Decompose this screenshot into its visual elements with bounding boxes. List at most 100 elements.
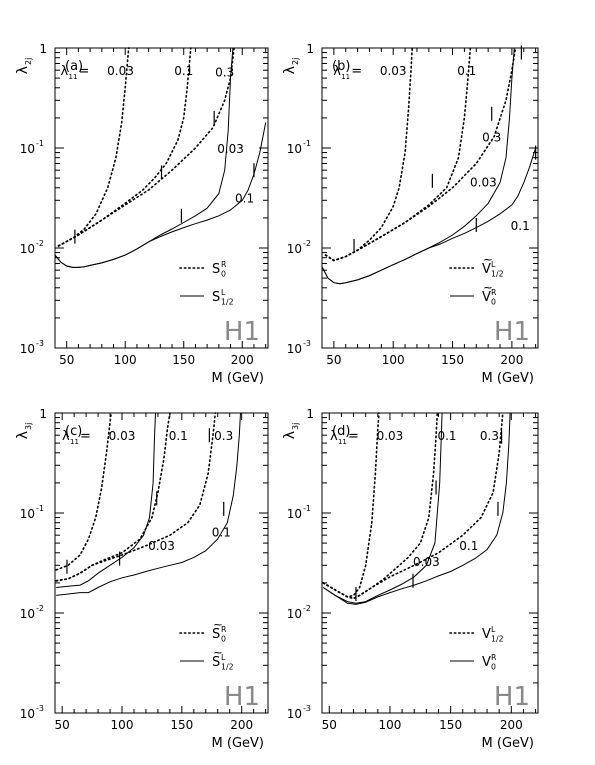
legend-label: S L1/2 xyxy=(212,288,234,306)
legend-label: S~L1/2 xyxy=(212,646,234,672)
x-tick-label: 100 xyxy=(379,718,402,732)
curve-dotted-0.03 xyxy=(322,412,380,598)
legend-label-sub: 1/2 xyxy=(221,662,234,671)
y-axis-label: λ2j xyxy=(282,58,300,75)
legend-label-main: S xyxy=(212,262,220,277)
y-axis-label-main: λ xyxy=(282,66,298,74)
y-tick-exponent: -2 xyxy=(303,239,311,248)
y-tick-exponent: -3 xyxy=(36,339,44,348)
curve-label: 0.03 xyxy=(148,539,175,553)
lambda11-symbol: λ xyxy=(61,64,69,79)
y-tick-exponent: -3 xyxy=(303,339,311,348)
curve-solid-0.1 xyxy=(321,147,537,285)
legend-label-sup: R xyxy=(221,625,227,634)
curve-solid-0.1 xyxy=(322,412,511,605)
legend-label-sup: R xyxy=(491,653,497,662)
curve-dotted-0.3 xyxy=(324,47,517,262)
legend-label-sub: 1/2 xyxy=(491,269,504,278)
h1-watermark: H1 xyxy=(494,317,530,347)
lambda11-sub: 11 xyxy=(69,73,78,81)
y-tick-label: 10 xyxy=(287,342,302,356)
x-tick-label: 150 xyxy=(172,353,195,367)
y-tick-label: 10 xyxy=(20,607,35,621)
legend-label-tilde: ~ xyxy=(483,281,493,295)
y-tick-exponent: -1 xyxy=(303,504,311,513)
curve-label: 0.3 xyxy=(215,66,234,80)
curve-label: 0.03 xyxy=(413,555,440,569)
lambda11-sub: 11 xyxy=(338,438,347,446)
y-tick-exponent: -2 xyxy=(36,239,44,248)
legend-label-sup: L xyxy=(221,653,226,662)
legend-label-sub: 0 xyxy=(491,662,496,671)
y-tick-exponent: -3 xyxy=(303,704,311,713)
x-tick-label: 150 xyxy=(170,718,193,732)
curve-label: 0.3 xyxy=(214,429,233,443)
x-tick-label: 100 xyxy=(114,353,137,367)
legend-label: S~R0 xyxy=(212,618,227,644)
lambda11-eq: = xyxy=(348,429,359,444)
y-axis-label: λ3j xyxy=(15,423,33,440)
legend-label-tilde: ~ xyxy=(213,618,223,632)
x-tick-label: 200 xyxy=(500,353,523,367)
y-tick-label: 1 xyxy=(39,407,47,421)
y-axis-label-main: λ xyxy=(15,431,31,439)
legend-label-main: V xyxy=(482,262,491,277)
y-tick-label: 10 xyxy=(287,607,302,621)
y-tick-label: 1 xyxy=(39,42,47,56)
y-tick-exponent: -1 xyxy=(36,139,44,148)
y-tick-exponent: -1 xyxy=(303,139,311,148)
y-tick-label: 10 xyxy=(287,707,302,721)
x-tick-label: 50 xyxy=(55,718,70,732)
y-tick-exponent: -3 xyxy=(36,704,44,713)
curve-label: 0.03 xyxy=(377,429,404,443)
x-tick-label: 150 xyxy=(441,353,464,367)
curve-label: 0.03 xyxy=(470,176,497,190)
curve-solid-0.03 xyxy=(56,412,156,588)
x-tick-label: 50 xyxy=(326,353,341,367)
legend-label-tilde: ~ xyxy=(213,646,223,660)
curve-dotted-0.1 xyxy=(322,412,439,600)
panel-label: (c) xyxy=(65,424,82,439)
curve-label: 0.1 xyxy=(459,539,478,553)
y-tick-label: 10 xyxy=(20,707,35,721)
curve-solid-0.03 xyxy=(321,47,515,285)
legend-label-tilde: ~ xyxy=(483,253,493,267)
legend-label-main: S xyxy=(212,290,220,305)
legend-label: V~L1/2 xyxy=(482,253,504,279)
y-axis-label-main: λ xyxy=(15,66,31,74)
y-tick-label: 10 xyxy=(20,142,35,156)
y-tick-label: 10 xyxy=(287,142,302,156)
lambda11-symbol: λ xyxy=(62,429,70,444)
y-tick-exponent: -1 xyxy=(36,504,44,513)
plot-frame xyxy=(321,47,539,349)
legend-label-main: S xyxy=(212,655,220,670)
curve-label: 0.03 xyxy=(217,142,244,156)
plot-frame xyxy=(321,412,539,714)
curve-dotted-0.3 xyxy=(322,412,504,600)
legend-label-sub: 0 xyxy=(491,297,496,306)
lambda11-sub: 11 xyxy=(70,438,79,446)
legend-label-main: V xyxy=(482,290,491,305)
legend-label-sub: 0 xyxy=(221,634,226,643)
curve-label: 0.03 xyxy=(109,429,136,443)
curve-label: 0.1 xyxy=(457,64,476,78)
curve-dotted-0.03 xyxy=(55,412,112,571)
lambda11-sub: 11 xyxy=(341,73,350,81)
y-tick-exponent: -2 xyxy=(36,604,44,613)
lambda11-eq: = xyxy=(351,64,362,79)
lambda11-eq: = xyxy=(80,429,91,444)
curve-solid-0.03 xyxy=(322,412,443,604)
lambda11-symbol: λ xyxy=(333,64,341,79)
h1-watermark: H1 xyxy=(224,317,260,347)
x-tick-label: 50 xyxy=(59,353,74,367)
y-tick-label: 10 xyxy=(20,507,35,521)
curve-label: 0.3 xyxy=(482,131,501,145)
curve-dotted-0.03 xyxy=(324,47,414,262)
legend-label-sup: L xyxy=(491,260,496,269)
legend-label-main: S xyxy=(212,627,220,642)
y-axis-label-main: λ xyxy=(282,431,298,439)
lambda11-eq: = xyxy=(79,64,90,79)
